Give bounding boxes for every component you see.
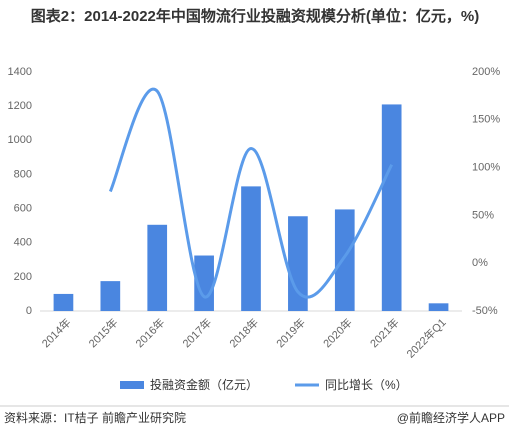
y-tick-label: 0 — [26, 305, 32, 317]
y-tick-label: 200 — [14, 271, 32, 283]
x-tick-label: 2019年 — [273, 315, 308, 350]
y-tick-label: 800 — [14, 168, 32, 180]
x-tick-label: 2020年 — [320, 315, 355, 350]
y-tick-label: 1200 — [8, 100, 32, 112]
y2-tick-label: -50% — [472, 305, 498, 317]
chart-title: 图表2：2014-2022年中国物流行业投融资规模分析(单位：亿元，%) — [30, 8, 480, 25]
bar — [288, 216, 308, 311]
x-tick-label: 2021年 — [367, 315, 402, 350]
x-tick-label: 2015年 — [86, 315, 121, 350]
bar — [147, 224, 168, 311]
brand: @前瞻经济学人APP — [397, 410, 505, 425]
y2-tick-label: 0% — [472, 257, 488, 269]
bar — [53, 293, 74, 311]
bar — [100, 281, 121, 311]
y2-tick-label: 200% — [472, 66, 500, 78]
bar — [428, 303, 449, 311]
bar — [334, 209, 355, 311]
bar — [241, 186, 261, 311]
y2-tick-label: 150% — [472, 114, 500, 126]
y-tick-label: 600 — [14, 202, 32, 214]
x-tick-label: 2022年Q1 — [403, 315, 448, 360]
x-tick-label: 2017年 — [179, 315, 214, 350]
y-tick-label: 1400 — [8, 66, 32, 78]
legend-label: 同比增长（%） — [325, 378, 408, 392]
x-tick-label: 2016年 — [132, 315, 167, 350]
line — [108, 87, 394, 299]
source: 资料来源：IT桔子 前瞻产业研究院 — [4, 410, 186, 425]
x-tick-label: 2018年 — [226, 315, 261, 350]
y-tick-label: 1000 — [8, 134, 32, 146]
legend-label: 投融资金额（亿元） — [150, 377, 258, 392]
y2-tick-label: 100% — [472, 162, 500, 174]
bar — [194, 255, 214, 311]
y2-tick-label: 50% — [472, 209, 494, 221]
y-tick-label: 400 — [14, 237, 32, 249]
legend-swatch — [120, 381, 144, 389]
x-tick-label: 2014年 — [39, 315, 74, 350]
bar — [381, 104, 402, 311]
